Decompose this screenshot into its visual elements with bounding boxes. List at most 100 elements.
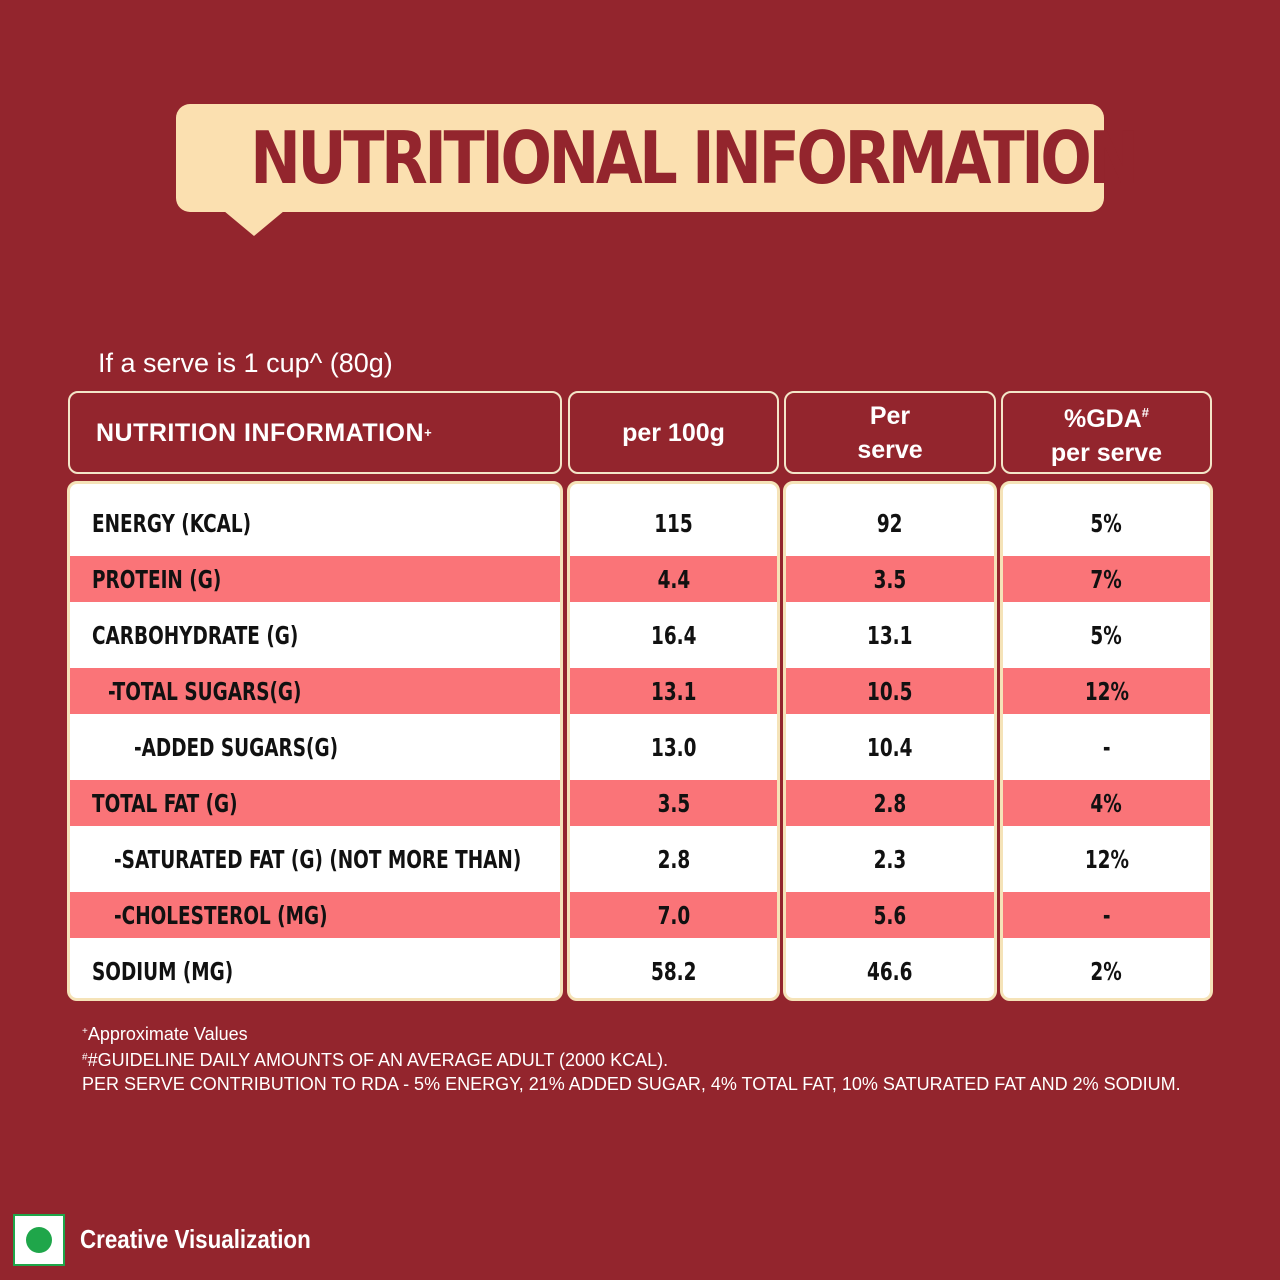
row-label: -CHOLESTEROL (MG) xyxy=(114,900,328,930)
serve-note: If a serve is 1 cup^ (80g) xyxy=(98,348,393,378)
table-row: 2% xyxy=(1003,948,1210,994)
table-row: 2.8 xyxy=(786,780,994,826)
header-col4-line1-wrap: %GDA# xyxy=(1064,396,1149,436)
table-row: -TOTAL SUGARS(G) xyxy=(70,668,560,714)
row-label: SODIUM (MG) xyxy=(92,956,234,986)
table-row: ENERGY (KCAL) xyxy=(70,500,560,546)
row-label: -TOTAL SUGARS(G) xyxy=(108,676,302,706)
footnotes: +Approximate Values ##GUIDELINE DAILY AM… xyxy=(82,1020,1181,1096)
row-per-serve-value: 10.5 xyxy=(867,676,913,706)
row-gda-value: 5% xyxy=(1090,508,1123,538)
footnote-rda: PER SERVE CONTRIBUTION TO RDA - 5% ENERG… xyxy=(82,1074,1181,1094)
row-per-100g-value: 115 xyxy=(654,508,693,538)
row-gda-value: 5% xyxy=(1090,620,1123,650)
table-row: 5% xyxy=(1003,612,1210,658)
row-per-serve-value: 46.6 xyxy=(867,956,913,986)
row-label: -ADDED SUGARS(G) xyxy=(134,732,339,762)
row-per-serve-value: 10.4 xyxy=(867,732,913,762)
row-per-serve-value: 2.8 xyxy=(873,788,907,818)
row-per-100g-value: 2.8 xyxy=(657,844,690,874)
table-row: PROTEIN (G) xyxy=(70,556,560,602)
row-per-100g-value: 13.1 xyxy=(650,676,697,706)
title-banner: NUTRITIONAL INFORMATION xyxy=(176,104,1139,236)
row-per-100g-value: 3.5 xyxy=(657,788,690,818)
table-row: TOTAL FAT (G) xyxy=(70,780,560,826)
table-row: 13.1 xyxy=(570,668,777,714)
veg-mark-icon xyxy=(13,1214,65,1266)
footnote-1-mark: + xyxy=(82,1026,88,1037)
table-row: 10.5 xyxy=(786,668,994,714)
page-title: NUTRITIONAL INFORMATION xyxy=(250,116,1139,200)
row-label: CARBOHYDRATE (G) xyxy=(92,620,299,650)
row-per-serve-value: 2.3 xyxy=(873,844,907,874)
header-col1-text: NUTRITION INFORMATION xyxy=(96,418,425,447)
table-row: 3.5 xyxy=(570,780,777,826)
row-gda-value: 4% xyxy=(1090,788,1123,818)
gda-column: 5% 7% 5% 12% - 4% 12% - 2% xyxy=(1000,481,1213,1001)
header-per-100g: per 100g xyxy=(568,391,779,474)
table-row: 2.3 xyxy=(786,836,994,882)
table-row: -ADDED SUGARS(G) xyxy=(70,724,560,770)
header-gda-per-serve: %GDA# per serve xyxy=(1001,391,1212,474)
row-per-serve-value: 92 xyxy=(877,508,903,538)
footnote-2-text: #GUIDELINE DAILY AMOUNTS OF AN AVERAGE A… xyxy=(87,1050,669,1070)
table-row: 13.1 xyxy=(786,612,994,658)
row-per-100g-value: 16.4 xyxy=(650,620,697,650)
table-row: 58.2 xyxy=(570,948,777,994)
table-row: 3.5 xyxy=(786,556,994,602)
footnote-1-text: Approximate Values xyxy=(87,1024,248,1044)
table-row: 16.4 xyxy=(570,612,777,658)
header-col2-text: per 100g xyxy=(622,418,725,447)
footnote-2-mark: # xyxy=(82,1052,88,1063)
row-per-100g-value: 13.0 xyxy=(650,732,697,762)
table-row: 10.4 xyxy=(786,724,994,770)
table-row: 7.0 xyxy=(570,892,777,938)
footnote-approximate: +Approximate Values xyxy=(82,1020,1181,1046)
header-col1-mark: + xyxy=(424,424,433,440)
per-serve-column: 92 3.5 13.1 10.5 10.4 2.8 2.3 5.6 46.6 xyxy=(783,481,997,1001)
row-per-serve-value: 13.1 xyxy=(867,620,913,650)
row-label: ENERGY (KCAL) xyxy=(92,508,252,538)
header-col3-line1: Per xyxy=(869,401,911,430)
row-per-100g-value: 58.2 xyxy=(650,956,697,986)
table-row: 5.6 xyxy=(786,892,994,938)
table-row: -CHOLESTEROL (MG) xyxy=(70,892,560,938)
creative-visualization-label: Creative Visualization xyxy=(80,1224,311,1254)
header-col3-line2: serve xyxy=(857,435,923,464)
row-per-100g-value: 4.4 xyxy=(657,564,690,594)
row-gda-value: 7% xyxy=(1090,564,1123,594)
per-100g-column: 115 4.4 16.4 13.1 13.0 3.5 2.8 7.0 58.2 xyxy=(567,481,780,1001)
table-row: 12% xyxy=(1003,836,1210,882)
row-gda-value: 2% xyxy=(1090,956,1123,986)
row-gda-value: - xyxy=(1102,732,1111,762)
table-row: 12% xyxy=(1003,668,1210,714)
row-label: TOTAL FAT (G) xyxy=(92,788,238,818)
footnote-guideline: ##GUIDELINE DAILY AMOUNTS OF AN AVERAGE … xyxy=(82,1046,1181,1072)
table-row: 46.6 xyxy=(786,948,994,994)
table-row: CARBOHYDRATE (G) xyxy=(70,612,560,658)
table-row: SODIUM (MG) xyxy=(70,948,560,994)
row-gda-value: - xyxy=(1102,900,1111,930)
row-label: -SATURATED FAT (G) (NOT MORE THAN) xyxy=(114,844,522,874)
table-row: 4.4 xyxy=(570,556,777,602)
table-row: 115 xyxy=(570,500,777,546)
label-column: ENERGY (KCAL) PROTEIN (G) CARBOHYDRATE (G)… xyxy=(67,481,563,1001)
table-row: -SATURATED FAT (G) (NOT MORE THAN) xyxy=(70,836,560,882)
table-row: 4% xyxy=(1003,780,1210,826)
table-row: 13.0 xyxy=(570,724,777,770)
row-gda-value: 12% xyxy=(1084,676,1129,706)
header-nutrition-information: NUTRITION INFORMATION + xyxy=(68,391,562,474)
row-per-serve-value: 5.6 xyxy=(873,900,907,930)
header-per-serve: Per serve xyxy=(784,391,996,474)
row-label: PROTEIN (G) xyxy=(92,564,222,594)
header-col4-line1: %GDA xyxy=(1063,404,1142,433)
table-row: - xyxy=(1003,724,1210,770)
row-per-100g-value: 7.0 xyxy=(657,900,690,930)
row-per-serve-value: 3.5 xyxy=(873,564,907,594)
row-gda-value: 12% xyxy=(1084,844,1129,874)
table-row: 92 xyxy=(786,500,994,546)
veg-dot xyxy=(26,1227,52,1253)
table-row: 7% xyxy=(1003,556,1210,602)
header-col4-mark: # xyxy=(1141,404,1150,420)
header-col4-line2: per serve xyxy=(1050,438,1163,467)
